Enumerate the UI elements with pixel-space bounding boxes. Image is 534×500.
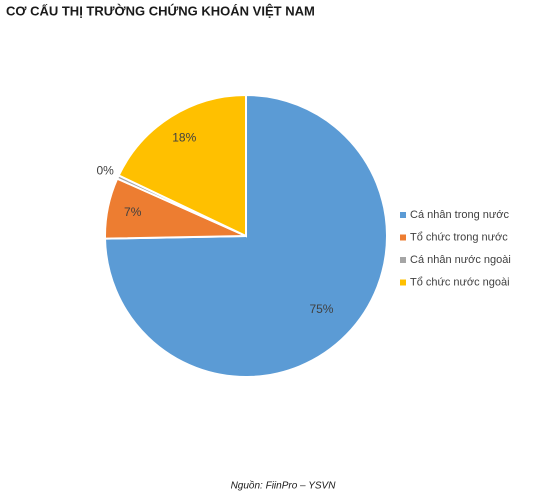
data-label: 7% [124,205,142,219]
pie-slice [104,93,388,378]
legend-label: Tổ chức trong nước [410,231,508,243]
data-label: 0% [96,163,114,177]
source-note: Nguồn: FiinPro – YSVN [231,480,337,492]
data-label: 18% [172,130,196,144]
pie-slice [117,93,247,238]
legend-swatch [400,257,406,263]
legend-swatch [400,212,406,218]
legend-swatch [400,234,406,241]
legend-label: Cá nhân trong nước [410,209,509,221]
chart-title: CƠ CẤU THỊ TRƯỜNG CHỨNG KHOÁN VIỆT NAM [6,3,315,18]
legend-swatch [400,279,406,286]
data-label: 75% [309,302,333,316]
legend-label: Tổ chức nước ngoài [410,276,510,288]
legend-label: Cá nhân nước ngoài [410,254,511,266]
